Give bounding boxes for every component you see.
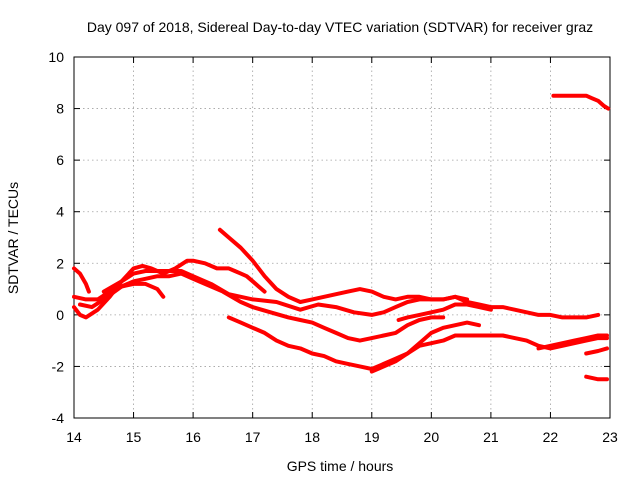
y-tick-label: 10 <box>48 49 64 65</box>
y-tick-label: 8 <box>56 101 64 117</box>
y-tick-label: 4 <box>56 204 64 220</box>
y-tick-label: 6 <box>56 152 64 168</box>
x-tick-label: 19 <box>364 429 380 445</box>
series-line-s10 <box>536 333 609 351</box>
series-line-s8 <box>369 320 481 374</box>
x-tick-label: 21 <box>483 429 499 445</box>
x-tick-label: 23 <box>602 429 618 445</box>
chart-title: Day 097 of 2018, Sidereal Day-to-day VTE… <box>87 19 593 35</box>
tick-labels: 14 15 16 17 18 19 20 21 22 23 -4 -2 0 2 4 6 8 10 <box>48 49 618 445</box>
series-line-s12 <box>584 374 609 382</box>
y-axis-title: SDTVAR / TECUs <box>5 182 21 294</box>
x-tick-label: 20 <box>424 429 440 445</box>
data-series <box>72 93 611 382</box>
series-line-s3 <box>72 258 267 320</box>
x-tick-label: 17 <box>245 429 261 445</box>
series-line-s11 <box>584 346 609 356</box>
x-tick-label: 18 <box>304 429 320 445</box>
axis-ticks <box>73 56 611 419</box>
x-tick-label: 14 <box>66 429 82 445</box>
y-tick-label: -4 <box>52 410 65 426</box>
y-tick-label: -2 <box>52 358 65 374</box>
series-line-s5 <box>101 269 470 317</box>
x-axis-title: GPS time / hours <box>287 458 394 474</box>
series-line-s4 <box>78 271 446 343</box>
grid-lines <box>74 57 610 418</box>
plot-frame <box>73 56 611 419</box>
y-tick-label: 0 <box>56 307 64 323</box>
series-line-s13 <box>551 93 611 111</box>
series-line-s1 <box>72 266 91 294</box>
x-tick-label: 15 <box>126 429 142 445</box>
y-tick-label: 2 <box>56 255 64 271</box>
x-tick-label: 22 <box>543 429 559 445</box>
x-tick-label: 16 <box>185 429 201 445</box>
series-line-s6 <box>217 227 601 320</box>
series-line-s9 <box>396 302 493 322</box>
